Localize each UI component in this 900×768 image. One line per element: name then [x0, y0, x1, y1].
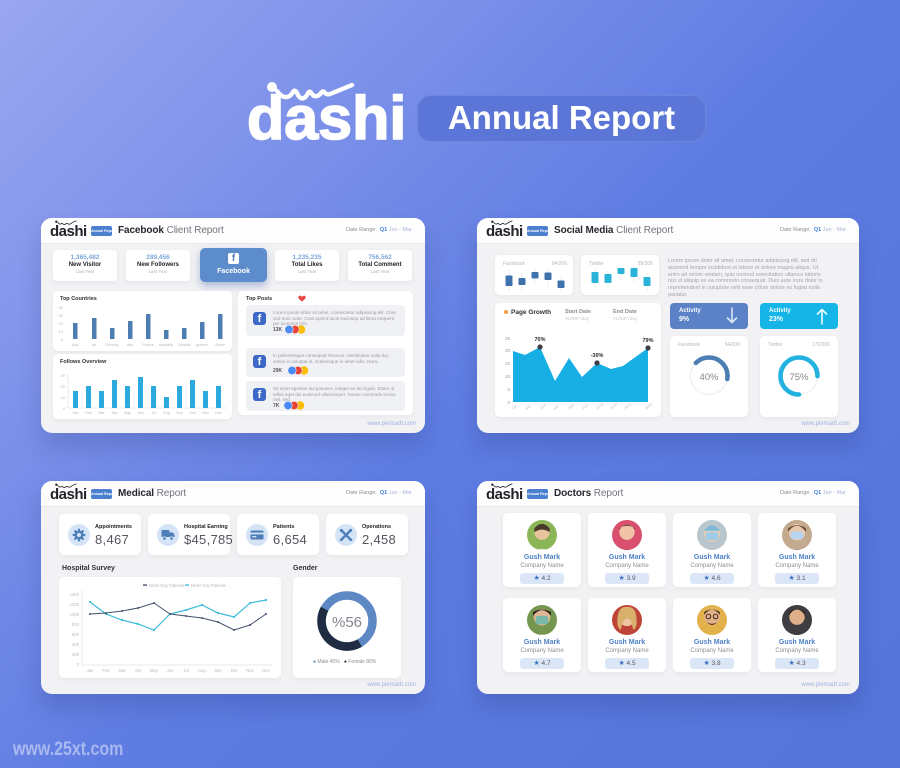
svg-text:Jan: Jan	[87, 668, 94, 673]
svg-text:Jun: Jun	[167, 668, 174, 673]
svg-text:-30%: -30%	[591, 353, 604, 359]
svg-text:20: 20	[61, 384, 66, 389]
svg-text:Nov: Nov	[202, 411, 209, 415]
svg-text:France: France	[142, 343, 154, 347]
svg-text:Nov: Nov	[246, 668, 254, 673]
svg-text:75%: 75%	[789, 372, 809, 383]
svg-text:greece: greece	[196, 343, 208, 347]
svg-text:14/11: 14/11	[623, 402, 632, 411]
svg-text:Canada: Canada	[177, 343, 191, 347]
svg-text:Dec: Dec	[262, 668, 269, 673]
svg-text:17/10: 17/10	[595, 402, 604, 411]
svg-text:10: 10	[505, 374, 511, 379]
svg-text:200: 200	[72, 652, 80, 657]
svg-text:0: 0	[63, 406, 66, 411]
svg-text:1400: 1400	[70, 592, 80, 597]
svg-text:0: 0	[77, 662, 80, 667]
svg-text:30: 30	[59, 313, 64, 318]
svg-text:70%: 70%	[534, 337, 545, 343]
svg-text:Nmbr Day Patients: Nmbr Day Patients	[191, 583, 226, 588]
svg-text:Jan: Jan	[72, 411, 78, 415]
svg-text:Nmbr Day Patients: Nmbr Day Patients	[149, 583, 184, 588]
svg-text:Grmany: Grmany	[105, 343, 119, 347]
svg-text:3/10: 3/10	[581, 403, 589, 411]
svg-text:31/10: 31/10	[609, 402, 618, 411]
svg-text:Aug: Aug	[198, 668, 206, 673]
svg-text:Aug: Aug	[163, 411, 170, 415]
svg-text:8/8: 8/8	[525, 404, 531, 410]
svg-text:Mar: Mar	[98, 411, 105, 415]
svg-text:1/8: 1/8	[511, 404, 517, 410]
svg-text:Mar: Mar	[118, 668, 126, 673]
svg-text:Jul: Jul	[183, 668, 188, 673]
svg-text:Usa: Usa	[72, 343, 80, 347]
svg-text:Sep: Sep	[176, 411, 183, 415]
svg-text:20: 20	[59, 321, 64, 326]
svg-text:40%: 40%	[699, 372, 719, 383]
svg-text:40: 40	[59, 305, 64, 310]
svg-text:Feb: Feb	[102, 668, 110, 673]
svg-text:Sep: Sep	[214, 668, 222, 673]
svg-text:0: 0	[61, 337, 64, 342]
svg-text:5: 5	[507, 387, 510, 392]
svg-text:Dec: Dec	[215, 411, 222, 415]
svg-text:%56: %56	[332, 614, 362, 631]
svg-text:Apr: Apr	[112, 411, 119, 415]
svg-text:May: May	[124, 411, 131, 415]
svg-text:Jun: Jun	[137, 411, 143, 415]
svg-text:30: 30	[61, 373, 66, 378]
svg-text:Spain: Spain	[215, 343, 225, 347]
svg-text:15: 15	[505, 361, 511, 366]
svg-text:600: 600	[72, 632, 80, 637]
svg-text:19/9: 19/9	[567, 403, 575, 411]
svg-text:May: May	[150, 668, 159, 673]
svg-text:400: 400	[72, 642, 80, 647]
svg-text:79%: 79%	[642, 338, 653, 344]
svg-text:10: 10	[61, 395, 66, 400]
svg-text:0: 0	[507, 400, 510, 405]
svg-text:28/11: 28/11	[644, 402, 653, 411]
svg-text:1000: 1000	[70, 612, 80, 617]
svg-text:uk: uk	[92, 343, 96, 347]
svg-text:25: 25	[505, 336, 511, 341]
svg-text:1200: 1200	[70, 602, 80, 607]
svg-text:22/8: 22/8	[539, 403, 547, 411]
svg-text:5/9: 5/9	[553, 404, 559, 410]
svg-text:Feb: Feb	[85, 411, 92, 415]
svg-text:Oct: Oct	[190, 411, 197, 415]
svg-text:Jul: Jul	[151, 411, 156, 415]
svg-text:20: 20	[505, 348, 511, 353]
svg-text:Apr: Apr	[135, 668, 142, 673]
svg-text:Itay: Itay	[127, 343, 133, 347]
svg-text:800: 800	[72, 622, 80, 627]
svg-text:Oct: Oct	[231, 668, 238, 673]
svg-text:australia: australia	[159, 343, 174, 347]
svg-text:10: 10	[59, 329, 64, 334]
